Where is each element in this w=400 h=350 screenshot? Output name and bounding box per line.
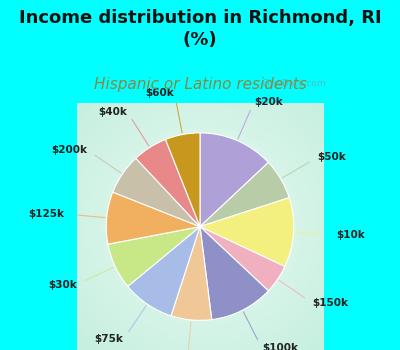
Wedge shape <box>106 192 200 244</box>
Wedge shape <box>200 162 289 227</box>
Text: $30k: $30k <box>48 280 77 289</box>
Wedge shape <box>171 227 212 320</box>
Wedge shape <box>200 227 285 291</box>
Text: $10k: $10k <box>336 230 365 240</box>
Wedge shape <box>200 227 268 320</box>
Wedge shape <box>166 133 200 227</box>
Wedge shape <box>200 133 268 227</box>
Wedge shape <box>136 139 200 227</box>
Text: $100k: $100k <box>262 343 298 350</box>
Text: $200k: $200k <box>51 145 87 155</box>
Wedge shape <box>128 227 200 316</box>
Wedge shape <box>108 227 200 286</box>
Text: City-Data.com: City-Data.com <box>261 79 326 88</box>
Wedge shape <box>200 198 294 267</box>
Text: $50k: $50k <box>317 152 346 162</box>
Text: $20k: $20k <box>254 97 283 107</box>
Text: $125k: $125k <box>28 209 64 219</box>
Text: $150k: $150k <box>313 298 349 308</box>
Text: Hispanic or Latino residents: Hispanic or Latino residents <box>94 77 306 92</box>
Text: $40k: $40k <box>98 107 127 117</box>
Text: $75k: $75k <box>94 334 124 344</box>
Wedge shape <box>113 158 200 227</box>
Text: $60k: $60k <box>146 88 174 98</box>
Text: Income distribution in Richmond, RI
(%): Income distribution in Richmond, RI (%) <box>19 9 381 49</box>
